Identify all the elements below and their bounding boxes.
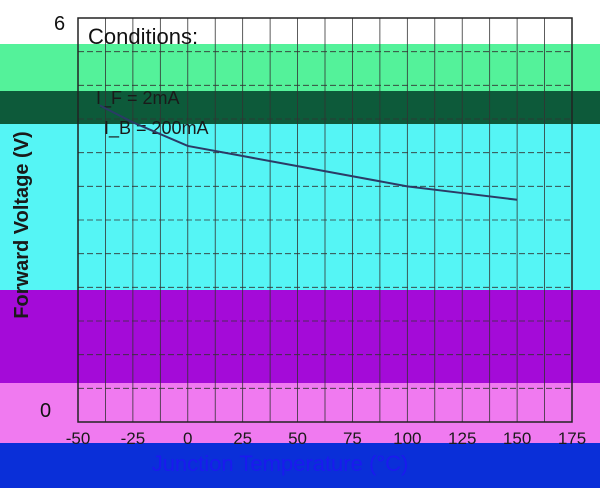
x-tick-label: 175 (558, 429, 586, 448)
x-tick-label: 0 (183, 429, 192, 448)
band-white-top (0, 0, 600, 44)
y-tick-bottom: 0 (40, 400, 51, 422)
x-tick-label: 75 (343, 429, 362, 448)
conditions-box: Conditions: I_F = 2mA I_B = 200mA (88, 24, 209, 139)
x-tick-label: 125 (448, 429, 476, 448)
plot-frame (77, 17, 573, 423)
series-layer (99, 104, 518, 201)
x-tick-label: -50 (66, 429, 91, 448)
band-purple (0, 290, 600, 383)
band-blue (0, 443, 600, 488)
y-tick-top: 6 (54, 13, 65, 35)
conditions-title: Conditions: (88, 24, 198, 49)
band-cyan (0, 124, 600, 290)
x-tick-label: -25 (121, 429, 146, 448)
x-tick-label: 150 (503, 429, 531, 448)
x-tick-label: 25 (233, 429, 252, 448)
x-tick-labels: -50 -25 0 25 50 75 100 125 150 175 (66, 429, 586, 448)
band-green (0, 44, 600, 91)
x-tick-label: 100 (393, 429, 421, 448)
condition-if: I_F = 2mA (96, 88, 180, 109)
condition-ib: I_B = 200mA (104, 118, 209, 139)
band-dark (0, 91, 600, 124)
series-line (99, 104, 518, 201)
x-axis-label: Junction Temperature (°C) (152, 451, 409, 476)
band-white-bottom (0, 488, 600, 493)
y-axis-label: Forward Voltage (V) (11, 131, 33, 318)
band-pink (0, 383, 600, 443)
x-tick-label: 50 (288, 429, 307, 448)
